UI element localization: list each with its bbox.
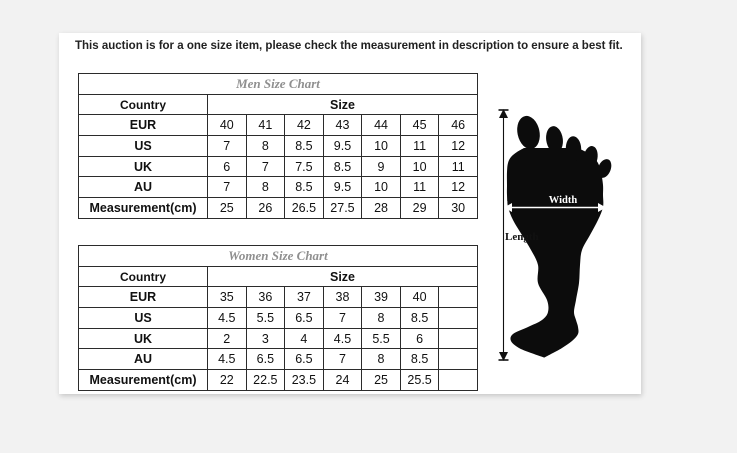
svg-text:Length: Length <box>505 231 539 243</box>
svg-text:Width: Width <box>549 195 578 206</box>
